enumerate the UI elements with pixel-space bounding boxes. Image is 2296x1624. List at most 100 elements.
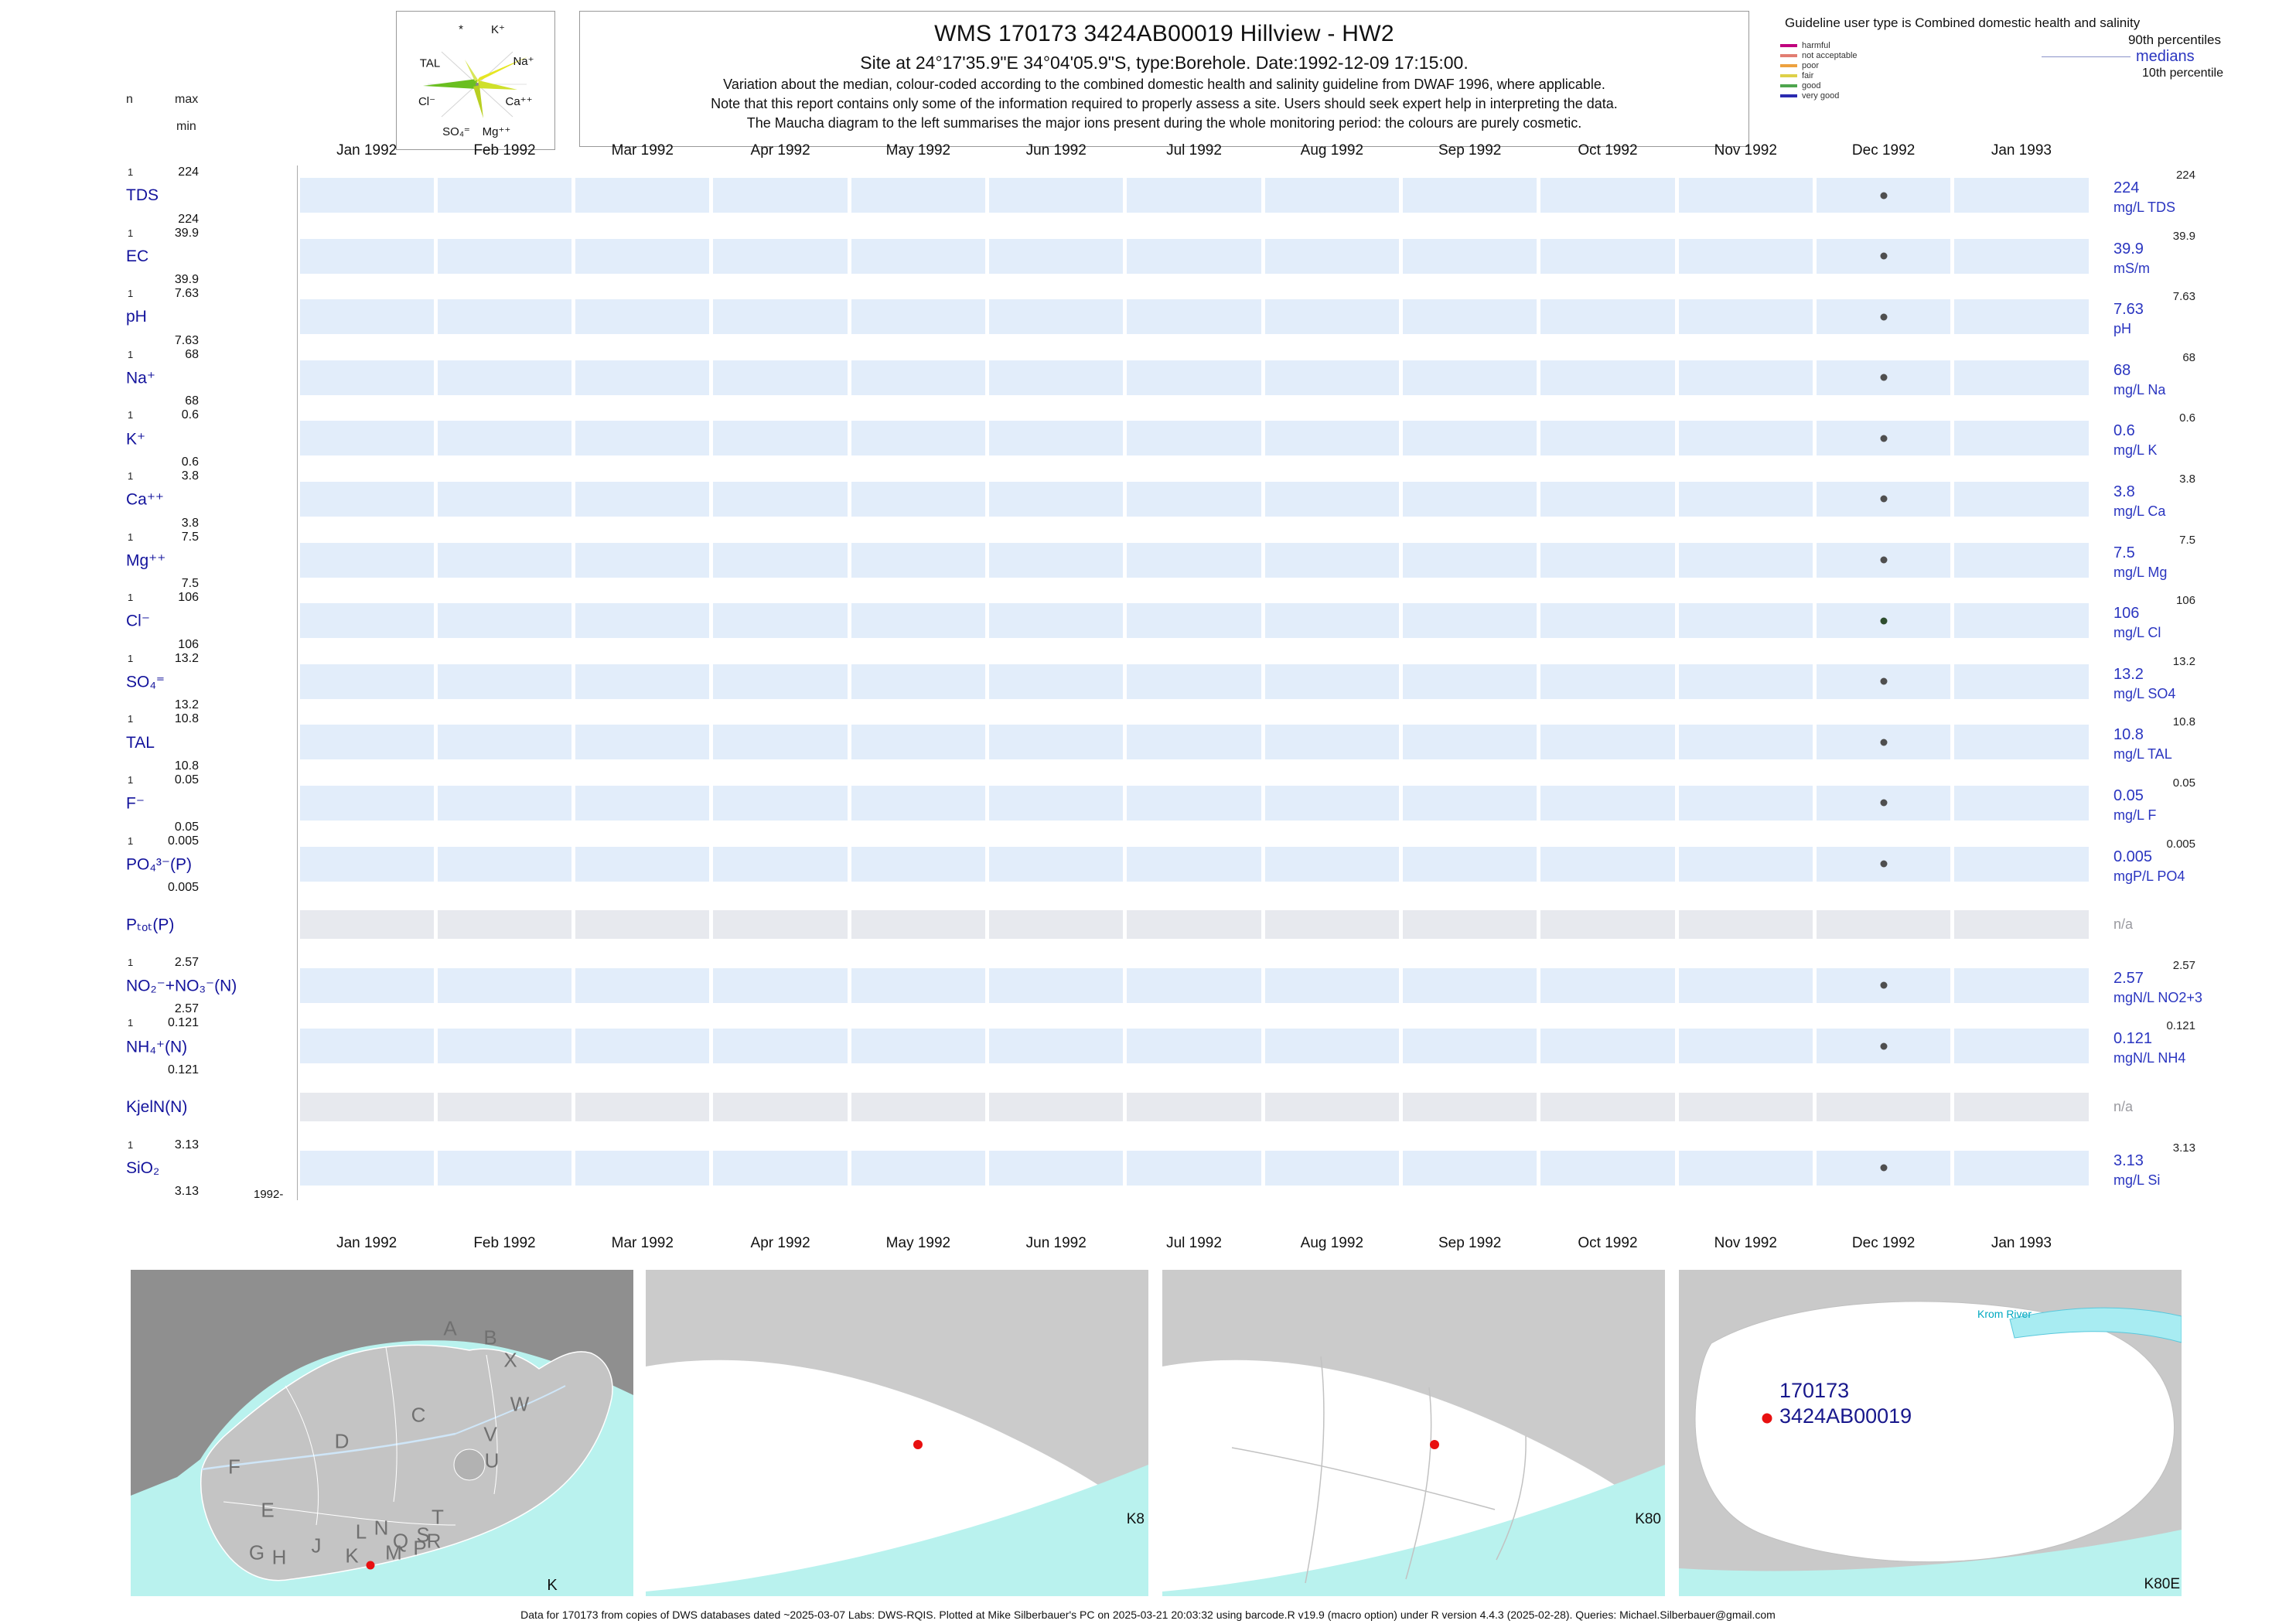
month-cell: [1678, 1029, 1813, 1064]
month-cell: [989, 603, 1124, 639]
parameter-row: 1 7.63 7.63 pH 7.63 7.63 pH: [120, 287, 2296, 348]
max-value: 3.13: [174, 1138, 199, 1151]
parameter-labels: 1 10.8 10.8 TAL: [120, 712, 298, 773]
max-value: 3.8: [181, 469, 199, 483]
unit-label: mgP/L PO4: [2113, 868, 2185, 884]
month-cell: [1954, 725, 2089, 760]
unit-label: mg/L Ca: [2113, 503, 2166, 519]
month-label-top: Sep 1992: [1438, 142, 1502, 159]
sample-dot: [1880, 252, 1888, 260]
month-cell: [1954, 360, 2089, 395]
month-cell: [437, 725, 572, 760]
month-cell: [1954, 1029, 2089, 1064]
month-cell: [437, 846, 572, 882]
parameter-labels: 1 68 68 Na⁺: [120, 348, 298, 409]
site-location-dot: [1430, 1440, 1439, 1449]
month-cell: [1264, 360, 1399, 395]
month-cell: [713, 785, 848, 821]
month-cell: [575, 299, 710, 335]
month-cell: [1540, 1150, 1675, 1186]
month-cell: [1264, 238, 1399, 274]
min-value: 0.121: [167, 1063, 199, 1076]
month-cell: [1127, 967, 1261, 1003]
p90-value: 2.57: [2172, 958, 2195, 972]
month-cell: [989, 664, 1124, 699]
maucha-ion-label: Cl⁻: [418, 95, 436, 108]
unit-label: mS/m: [2113, 260, 2150, 276]
min-value: 39.9: [174, 273, 199, 287]
month-cell: [437, 178, 572, 213]
month-label-top: Feb 1992: [473, 142, 536, 159]
unit-label: mg/L F: [2113, 807, 2157, 823]
guideline-class-legend: harmful not acceptable poor fair good very go…: [1780, 40, 1858, 101]
parameter-values: 7.5 7.5 mg/L Mg: [2090, 531, 2296, 592]
month-cell: [575, 178, 710, 213]
median-value: 0.121: [2113, 1030, 2153, 1048]
month-cell: [299, 1150, 434, 1186]
month-cell: [989, 542, 1124, 578]
month-cell: [575, 725, 710, 760]
parameter-values: 3.13 3.13 mg/L Si: [2090, 1138, 2296, 1199]
guideline-class-label: poor: [1802, 60, 1820, 70]
month-cell: [1127, 846, 1261, 882]
month-label-top: Jun 1992: [1025, 142, 1087, 159]
month-cell: [851, 664, 986, 699]
month-cell: [1678, 360, 1813, 395]
parameter-row: 1 0.005 0.005 PO₄³⁻(P) 0.005 0.005 mgP/L PO4: [120, 834, 2296, 896]
month-cell: [1127, 238, 1261, 274]
min-value: 3.8: [181, 516, 199, 530]
parameter-plot-band: [298, 178, 2090, 213]
month-cell: [1264, 603, 1399, 639]
month-label-top: Jan 1992: [336, 142, 397, 159]
month-cell: [1540, 664, 1675, 699]
parameter-values: 106 106 mg/L Cl: [2090, 591, 2296, 652]
month-cell: [1403, 1029, 1537, 1064]
max-value: 7.5: [181, 530, 199, 544]
guideline-class: harmful: [1780, 40, 1858, 50]
p90-value: 13.2: [2172, 654, 2195, 668]
guideline-class-label: good: [1802, 80, 1821, 90]
unit-label: mg/L K: [2113, 442, 2158, 459]
n-column-header: n: [126, 93, 133, 106]
parameter-name: Pₜₒₜ(P): [126, 916, 175, 934]
month-cell: [1403, 238, 1537, 274]
parameter-row: 1 0.05 0.05 F⁻ 0.05 0.05 mg/L F: [120, 773, 2296, 834]
min-value: 7.5: [181, 577, 199, 591]
month-cell: [299, 910, 434, 940]
parameter-name: Cl⁻: [126, 612, 150, 630]
month-label-top: Nov 1992: [1714, 142, 1777, 159]
unit-label: mgN/L NO2+3: [2113, 989, 2202, 1005]
ocean: [646, 1465, 1148, 1596]
unit-label: mg/L Si: [2113, 1172, 2161, 1188]
month-cell: [1678, 785, 1813, 821]
month-cell: [1127, 1150, 1261, 1186]
month-cell: [713, 360, 848, 395]
month-cell: [713, 299, 848, 335]
month-cell: [1127, 299, 1261, 335]
month-cell: [851, 1029, 986, 1064]
sample-count: 1: [128, 166, 134, 178]
site-location-dot: [1762, 1413, 1772, 1424]
month-cell: [851, 481, 986, 517]
sample-dot: [1880, 799, 1888, 807]
month-cell: [989, 299, 1124, 335]
month-cell: [1540, 846, 1675, 882]
parameter-name: SO₄⁼: [126, 673, 165, 691]
median-value: 0.005: [2113, 848, 2153, 865]
min-column-header: min: [176, 120, 196, 133]
sample-count: 1: [128, 531, 134, 543]
month-cell: [299, 846, 434, 882]
month-label-top: Jan 1993: [1991, 142, 2052, 159]
month-cell: [1954, 846, 2089, 882]
month-cell: [575, 1092, 710, 1121]
maucha-spike-cl: [423, 79, 477, 89]
month-cell: [1127, 785, 1261, 821]
month-cell: [1816, 664, 1951, 699]
month-cell: [575, 238, 710, 274]
sample-count: 1: [128, 713, 134, 725]
parameter-plot-band: [298, 664, 2090, 699]
max-value: 106: [178, 591, 199, 605]
month-axis-bottom: Jan 1992 Feb 1992 Mar 1992 Apr 1992 May 1992…: [298, 1235, 2090, 1252]
sample-count: 1: [128, 652, 134, 664]
